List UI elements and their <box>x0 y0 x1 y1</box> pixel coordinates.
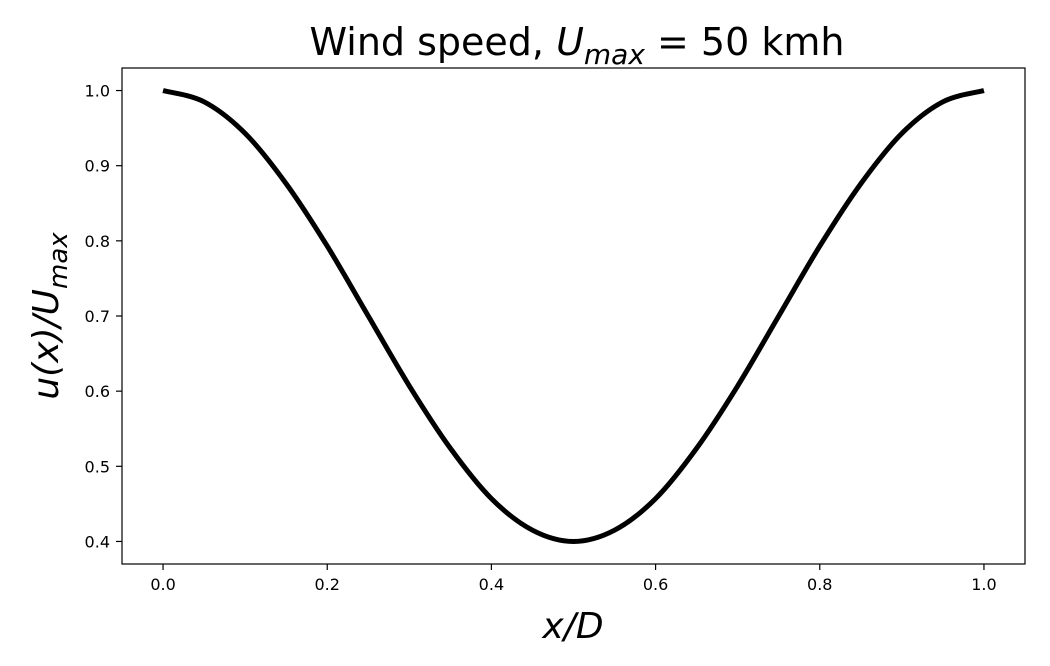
y-axis-label-prefix: u(x)/ <box>26 311 67 399</box>
y-tick-label: 0.6 <box>85 382 110 401</box>
title-var: U <box>556 20 584 64</box>
series-line <box>162 88 985 544</box>
y-axis-label-subscript: max <box>44 232 74 289</box>
title-rest: = 50 kmh <box>645 20 845 64</box>
y-tick-label: 0.5 <box>85 457 110 476</box>
x-tick-label: 0.0 <box>150 575 175 594</box>
series-layer <box>162 88 985 544</box>
y-tick-label: 1.0 <box>85 82 110 101</box>
x-tick-label: 0.2 <box>315 575 340 594</box>
y-tick-label: 0.8 <box>85 232 110 251</box>
title-prefix: Wind speed, <box>310 20 557 64</box>
x-tick-label: 0.4 <box>479 575 504 594</box>
y-axis-label-var: U <box>26 289 67 315</box>
x-tick-label: 0.6 <box>643 575 668 594</box>
y-tick-label: 0.7 <box>85 307 110 326</box>
x-tick-label: 0.8 <box>807 575 832 594</box>
chart-title: Wind speed, Umax = 50 kmh <box>310 20 845 71</box>
x-axis-label: x/D <box>541 606 603 647</box>
title-subscript: max <box>584 38 645 71</box>
y-tick-label: 0.9 <box>85 157 110 176</box>
x-tick-label: 1.0 <box>971 575 996 594</box>
axis-ticks: 0.0 0.2 0.4 0.6 0.8 1.0 0.4 0.5 0.6 0.7 0.8 0.9 1.0 <box>85 82 997 594</box>
y-tick-label: 0.4 <box>85 532 110 551</box>
plot-frame <box>121 67 1026 565</box>
y-axis-label: u(x)/Umax <box>26 232 74 400</box>
